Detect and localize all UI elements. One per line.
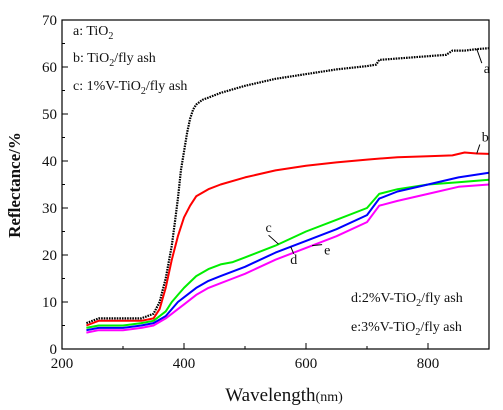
series-line-e [86, 183, 490, 334]
y-tick-label: 40 [42, 154, 57, 170]
series-label-a: a [484, 62, 491, 77]
y-tick-label: 20 [42, 248, 57, 264]
series-label-leader-a [476, 48, 483, 64]
series-label-layer: a b c d e [265, 48, 491, 268]
axis-ticks: 200 400 600 800 0 10 20 30 40 50 60 70 [42, 13, 439, 372]
series-line-d [86, 171, 490, 332]
series-label-leader-e [312, 244, 323, 247]
series-layer [86, 47, 490, 334]
y-tick-label: 0 [50, 342, 58, 358]
x-tick-label: 200 [51, 356, 74, 372]
x-axis-label-unit: (nm) [316, 390, 344, 405]
y-tick-label: 30 [42, 201, 57, 217]
series-label-d: d [290, 253, 297, 268]
legend-entry-a: a: TiO2 [73, 24, 113, 42]
x-axis-label-text: Wavelength [225, 385, 316, 406]
y-tick-label: 60 [42, 60, 57, 76]
legend-top-left: a: TiO2 b: TiO2/fly ash c: 1%V-TiO2/fly … [73, 24, 187, 97]
y-tick-label: 50 [42, 107, 57, 123]
legend-entry-b: b: TiO2/fly ash [73, 51, 156, 69]
x-tick-label: 400 [173, 356, 196, 372]
y-tick-label: 70 [42, 13, 57, 29]
series-line-c [86, 178, 490, 329]
series-line-a [86, 47, 490, 325]
legend-entry-e: e:3%V-TiO2/fly ash [351, 320, 462, 338]
y-axis-label: Reflectance/% [5, 132, 24, 238]
x-tick-label: 800 [417, 356, 440, 372]
legend-bottom-right: d:2%V-TiO2/fly ash e:3%V-TiO2/fly ash [351, 291, 463, 338]
series-label-e: e [324, 244, 330, 259]
series-label-b: b [482, 130, 489, 145]
series-line-b [86, 151, 490, 327]
series-label-leader-c [268, 234, 279, 245]
x-axis-label: Wavelength(nm) [225, 385, 343, 406]
series-label-leader-b [476, 144, 481, 154]
x-tick-label: 600 [295, 356, 318, 372]
y-tick-label: 10 [42, 295, 57, 311]
legend-entry-c: c: 1%V-TiO2/fly ash [73, 79, 187, 97]
series-label-leader-d [290, 246, 295, 254]
series-label-c: c [265, 221, 271, 236]
legend-entry-d: d:2%V-TiO2/fly ash [351, 291, 463, 309]
